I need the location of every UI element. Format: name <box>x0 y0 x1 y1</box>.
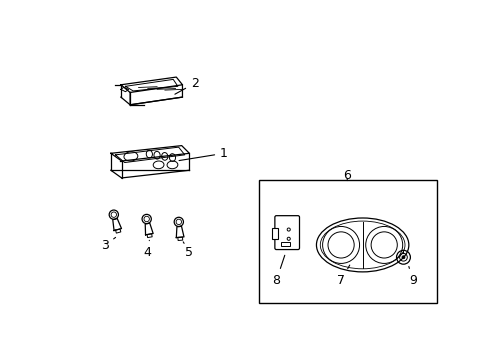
Text: 1: 1 <box>179 147 227 161</box>
Text: 2: 2 <box>175 77 198 94</box>
Text: 6: 6 <box>343 169 350 182</box>
Text: 7: 7 <box>336 265 349 287</box>
Text: 8: 8 <box>272 255 284 287</box>
Bar <box>258 180 436 303</box>
Text: 5: 5 <box>183 242 193 259</box>
Text: 3: 3 <box>101 237 115 252</box>
Circle shape <box>401 256 404 259</box>
Text: 4: 4 <box>143 240 151 259</box>
Text: 9: 9 <box>408 266 416 287</box>
FancyBboxPatch shape <box>274 216 299 249</box>
Bar <box>271 228 277 239</box>
Bar <box>281 242 290 246</box>
